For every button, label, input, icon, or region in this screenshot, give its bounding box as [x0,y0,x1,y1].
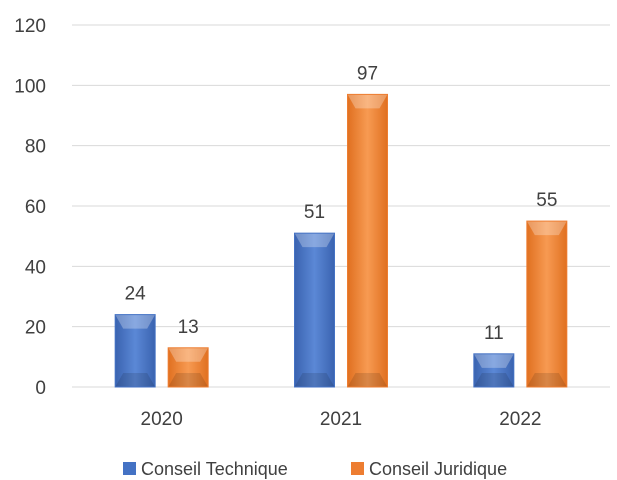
bars [114,93,568,388]
bar-face [115,314,156,387]
bar-bevel-top [347,94,388,109]
data-label: 13 [178,317,199,338]
data-label: 55 [536,190,557,211]
bar-bevel-top [294,233,335,248]
y-tick-label: 120 [14,16,46,37]
x-tick-label: 2022 [499,409,541,430]
bar-outline [294,232,335,388]
bar-bevel-bottom [526,373,567,387]
bar-face [347,94,388,387]
bar-bevel-top [115,314,156,329]
bar-outline [114,314,156,388]
bar-face [168,347,209,387]
data-labels: 24 13 51 97 11 55 [125,63,558,343]
bar-conseil-juridique-2021 [347,93,388,388]
legend-item: Conseil Technique [123,459,288,479]
bar-bevel-bottom [168,373,209,387]
bar-bevel-bottom [115,373,156,387]
y-axis-tick-labels: 0 20 40 60 80 100 120 [14,16,46,399]
data-label: 24 [125,284,147,305]
grid-lines [72,24,610,388]
x-tick-label: 2021 [320,409,362,430]
bar-conseil-technique-2021 [294,232,335,388]
bar-conseil-juridique-2020 [167,347,209,388]
bar-outline [167,347,209,388]
y-tick-label: 80 [25,137,46,158]
legend: Conseil Technique Conseil Juridique [123,459,507,479]
x-tick-label: 2020 [141,409,183,430]
y-tick-label: 40 [25,257,46,278]
bar-face [526,221,567,387]
legend-label: Conseil Technique [141,459,288,479]
bar-outline [473,353,515,388]
bar-bevel-top [473,353,514,368]
bar-face [294,233,335,387]
bar-bevel-top [168,347,209,362]
bar-bevel-bottom [294,373,335,387]
legend-label: Conseil Juridique [369,459,507,479]
bar-outline [347,93,388,388]
y-tick-label: 0 [35,378,46,399]
bar-conseil-technique-2022 [473,353,515,388]
bar-outline [526,220,568,388]
data-label: 11 [484,323,504,344]
legend-item: Conseil Juridique [351,459,507,479]
y-tick-label: 20 [25,318,46,339]
bar-bevel-top [526,221,567,236]
bar-conseil-juridique-2022 [526,220,568,388]
bar-conseil-technique-2020 [114,314,156,388]
data-label: 97 [357,63,378,84]
y-tick-label: 60 [25,197,46,218]
bar-bevel-bottom [347,373,388,387]
x-axis-tick-labels: 2020 2021 2022 [141,409,542,430]
data-label: 51 [304,202,325,223]
legend-swatch [123,462,136,475]
legend-swatch [351,462,364,475]
y-tick-label: 100 [14,76,46,97]
bar-face [473,353,514,387]
bar-bevel-bottom [473,373,514,387]
